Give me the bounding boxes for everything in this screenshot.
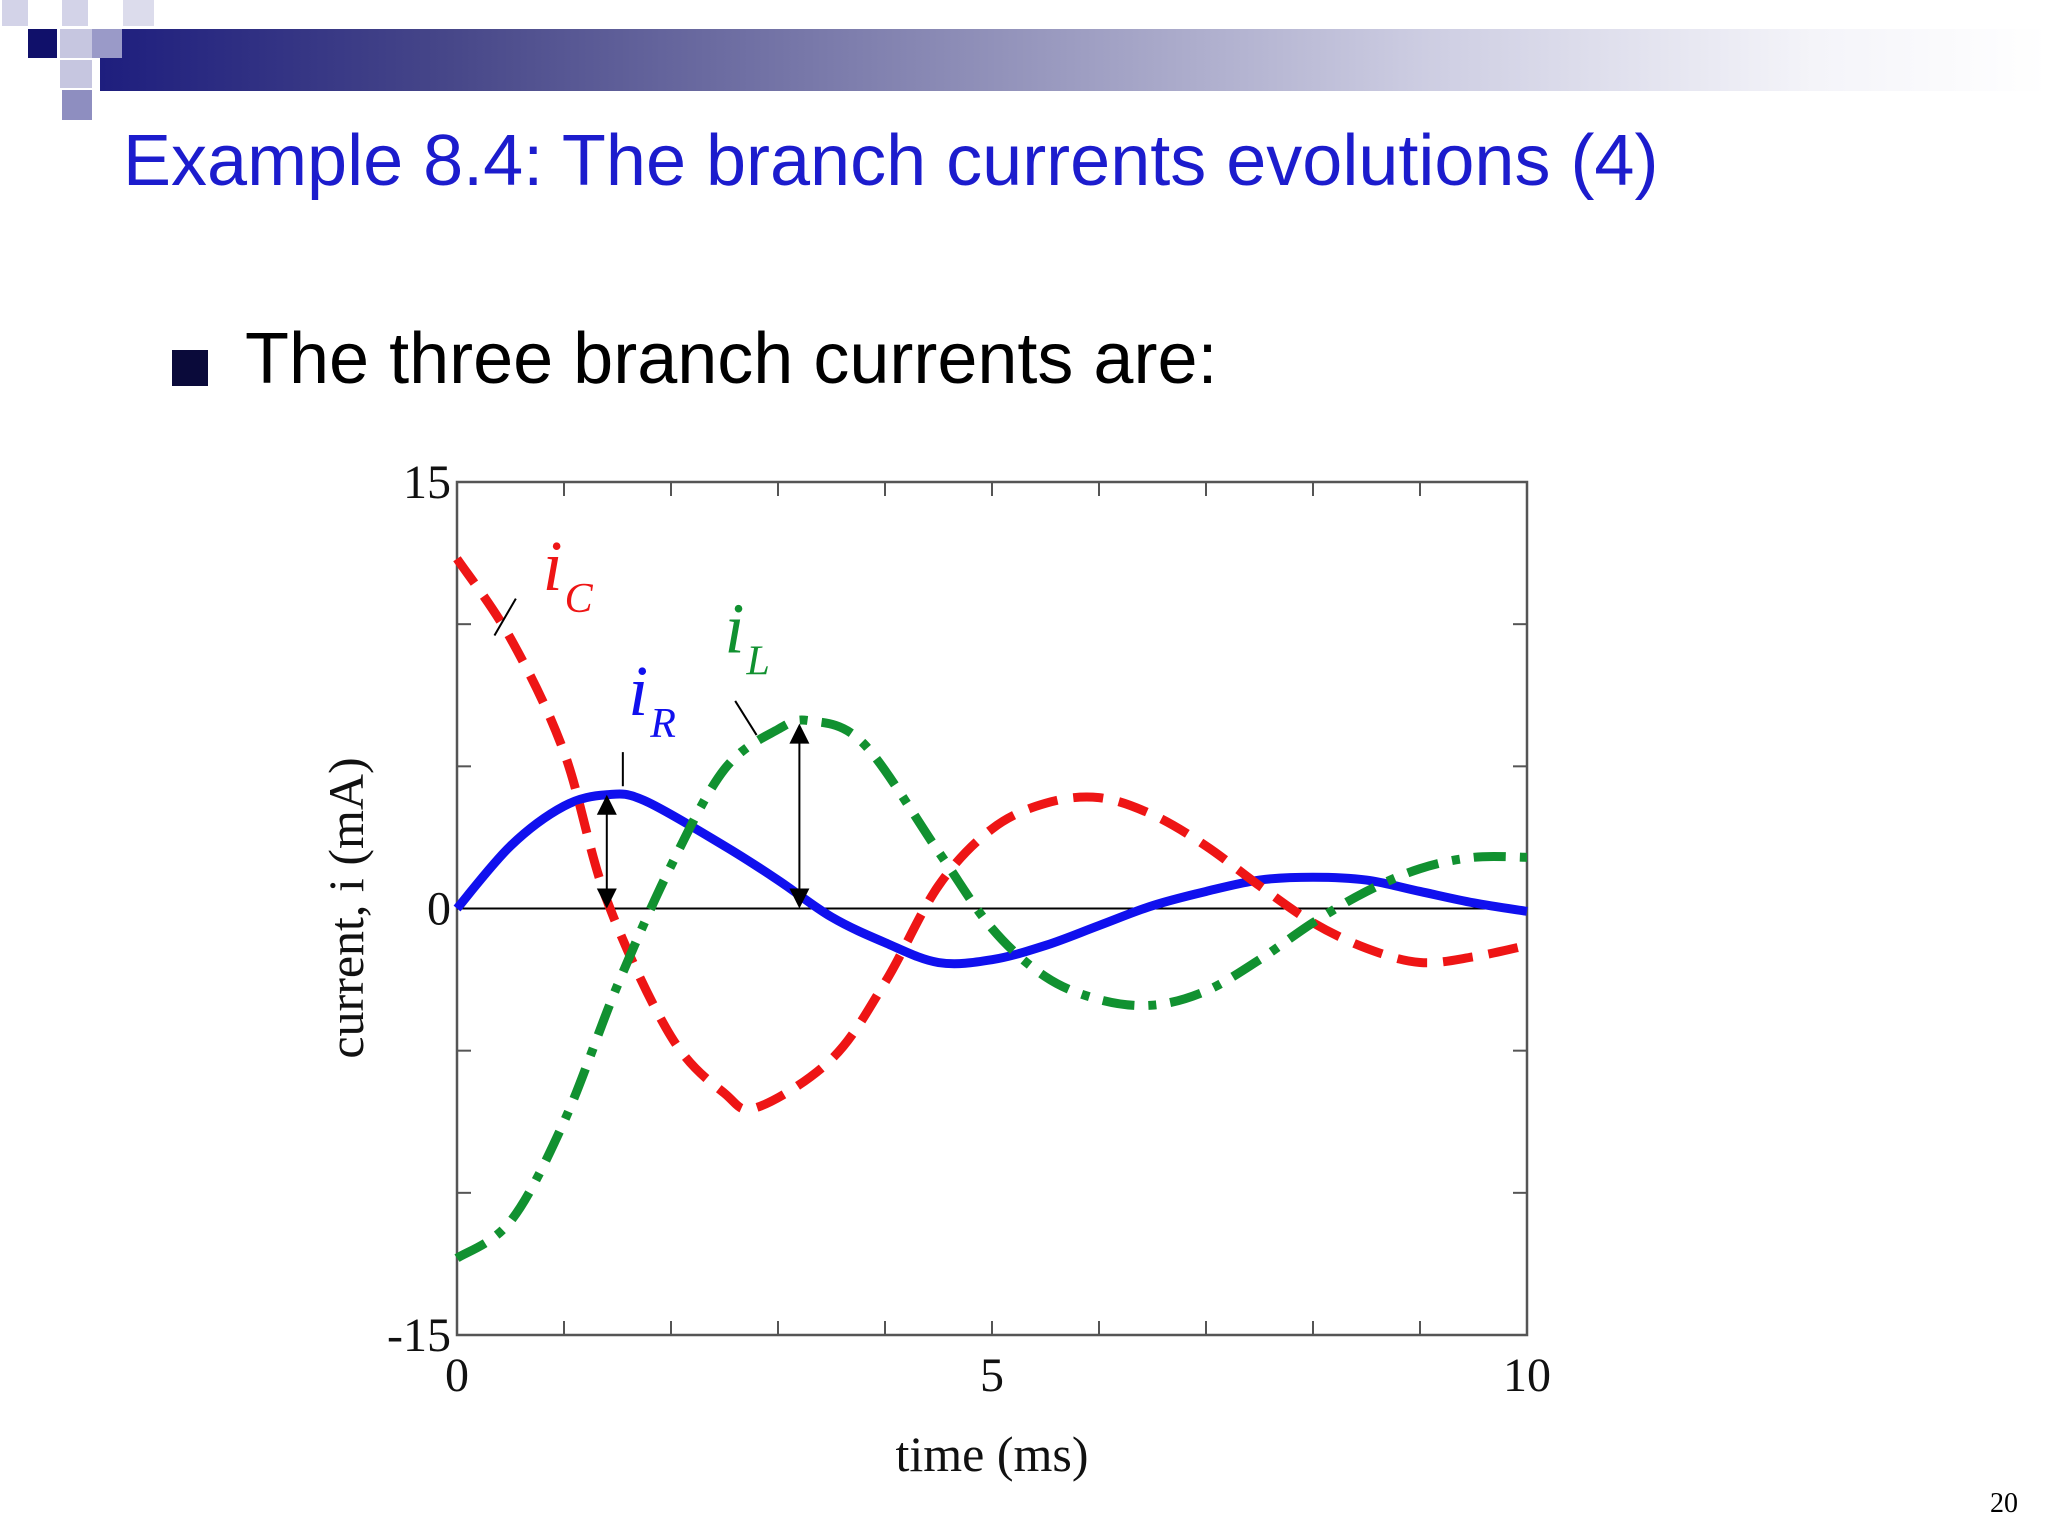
bullet-text: The three branch currents are:: [245, 319, 1218, 399]
x-tick-label: 10: [1503, 1349, 1551, 1402]
slide-title: Example 8.4: The branch currents evoluti…: [123, 121, 1659, 201]
series-label-iR: iR: [628, 651, 676, 747]
label-leader-line-iC: [493, 598, 517, 637]
y-tick-label: 15: [403, 456, 451, 509]
deco-square-light-top: [2, 0, 28, 26]
x-tick-label: 5: [980, 1349, 1004, 1402]
annotation-arrowhead-up: [789, 723, 810, 744]
label-leader-line-iL: [734, 700, 758, 736]
header-gradient-bar: [100, 29, 2048, 91]
x-tick-label: 0: [445, 1349, 469, 1402]
y-axis-label: current, i (mA): [318, 757, 374, 1058]
series-label-iC: iC: [543, 526, 594, 622]
bullet-marker: [172, 350, 208, 386]
deco-square-dark: [28, 29, 57, 58]
series-line-iC: [453, 556, 1528, 1114]
deco-square-light-right: [123, 0, 154, 26]
series-label-iL: iL: [725, 589, 770, 685]
page-number: 20: [1990, 1488, 2018, 1519]
deco-square-medium: [92, 29, 122, 58]
deco-square-light-mid: [62, 0, 88, 26]
annotation-arrowhead-up: [596, 794, 617, 815]
deco-square-light-b: [60, 60, 92, 88]
deco-square-medium-b: [62, 90, 92, 120]
y-tick-label: 0: [427, 883, 451, 936]
series-line-iL: [454, 715, 1528, 1263]
annotation-arrowhead-down: [789, 888, 810, 909]
x-axis-label: time (ms): [895, 1426, 1088, 1482]
series-line-iR: [453, 789, 1528, 969]
annotation-arrowhead-down: [596, 888, 617, 909]
deco-square-light-a: [60, 29, 92, 58]
y-tick-label: -15: [387, 1309, 451, 1362]
